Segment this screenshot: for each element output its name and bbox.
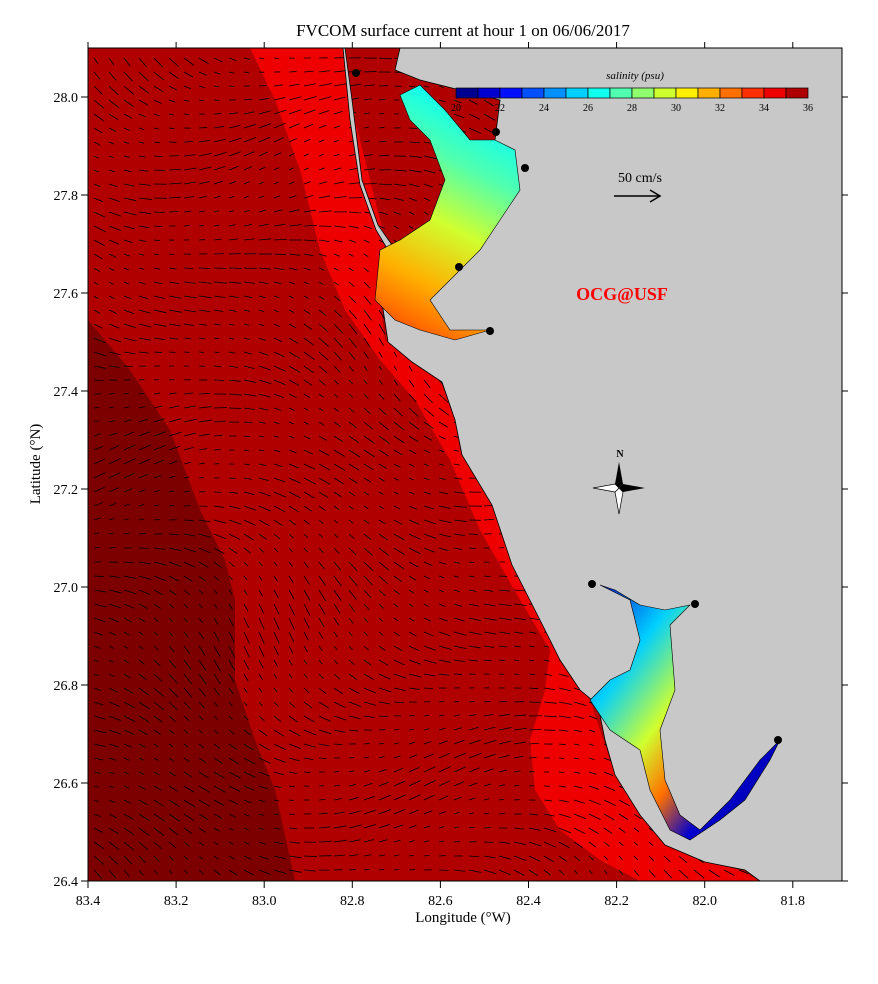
y-tick-label: 27.8 [54,189,79,204]
y-tick-label: 27.2 [54,483,79,498]
station-marker [486,327,494,335]
y-tick-label: 27.6 [54,287,79,302]
station-marker [352,69,360,77]
colorbar-tick-label: 32 [715,103,725,114]
x-tick-label: 82.4 [516,894,541,909]
colorbar-swatch [698,88,720,98]
colorbar-swatch [764,88,786,98]
station-marker [455,263,463,271]
station-marker [774,736,782,744]
x-tick-label: 81.8 [781,894,806,909]
current-vector [199,127,207,128]
current-vector [184,141,193,142]
colorbar-tick-label: 24 [539,103,549,114]
current-vector [109,547,115,548]
colorbar-tick-label: 30 [671,103,681,114]
current-vector [349,869,356,870]
y-axis-label: Latitude (°N) [28,424,44,505]
x-tick-label: 82.2 [604,894,629,909]
current-vector [454,674,462,675]
colorbar-swatch [786,88,808,98]
current-vector [274,58,279,59]
current-vector [379,869,384,870]
station-marker [492,128,500,136]
x-tick-label: 83.4 [76,894,101,909]
north-arrow-label: N [616,449,624,460]
x-tick-label: 82.6 [428,894,453,909]
current-vector [409,128,417,129]
x-tick-label: 82.0 [692,894,717,909]
colorbar-tick-label: 20 [451,103,461,114]
colorbar-swatch [478,88,500,98]
current-vector [199,268,210,269]
colorbar-swatch [610,88,632,98]
x-tick-label: 82.8 [340,894,365,909]
scale-arrow-label: 50 cm/s [618,171,662,186]
current-vector [559,758,564,759]
x-tick-label: 83.2 [164,894,189,909]
current-vector [394,869,399,870]
colorbar-swatch [566,88,588,98]
colorbar-swatch [588,88,610,98]
current-vector [499,813,505,814]
current-vector [439,855,446,856]
current-vector [499,660,505,661]
current-vector [139,533,146,534]
current-vector [364,743,370,744]
current-vector [364,71,377,72]
current-vector [244,436,250,437]
y-tick-label: 27.0 [54,581,79,596]
x-axis-label: Longitude (°W) [415,910,511,926]
y-tick-label: 26.6 [54,777,79,792]
colorbar-swatch [500,88,522,98]
station-marker [588,580,596,588]
y-tick-label: 26.8 [54,679,79,694]
current-vector [379,113,384,114]
colorbar-swatch [456,88,478,98]
colorbar-tick-label: 28 [627,103,637,114]
colorbar-tick-label: 36 [803,103,813,114]
colorbar-swatch [522,88,544,98]
map-title: FVCOM surface current at hour 1 on 06/06… [296,21,630,40]
current-vector [184,520,193,521]
watermark: OCG@USF [576,284,668,304]
station-marker [691,600,699,608]
colorbar-tick-label: 26 [583,103,593,114]
current-vector [454,701,459,702]
current-vector [214,380,224,381]
colorbar-tick-label: 34 [759,103,769,114]
current-vector [214,407,227,408]
colorbar-swatch [676,88,698,98]
colorbar-title: salinity (psu) [606,70,664,82]
colorbar-swatch [742,88,764,98]
colorbar-tick-label: 22 [495,103,505,114]
current-vector [469,534,478,535]
y-tick-label: 28.0 [54,91,79,106]
colorbar-swatch [720,88,742,98]
colorbar-swatch [654,88,676,98]
x-tick-label: 83.0 [252,894,277,909]
current-vector [379,99,386,100]
current-vector [484,827,491,828]
y-tick-label: 26.4 [54,875,79,890]
current-vector [349,757,354,758]
station-marker [521,164,529,172]
y-tick-label: 27.4 [54,385,79,400]
plot-area [88,48,842,881]
current-vector [409,715,415,716]
colorbar-swatch [632,88,654,98]
current-vector [229,408,241,409]
colorbar-swatch [544,88,566,98]
